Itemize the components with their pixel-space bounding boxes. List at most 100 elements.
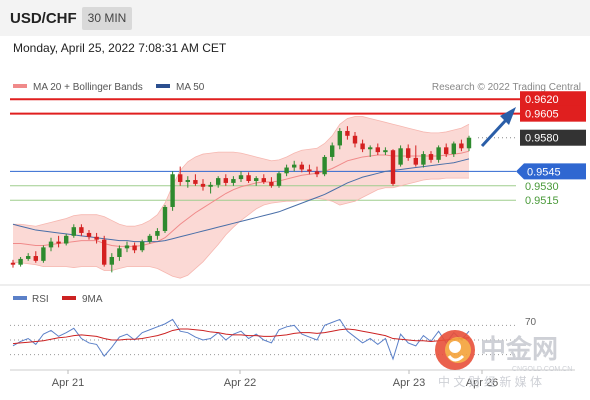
candle xyxy=(185,176,190,188)
candle-body xyxy=(147,235,152,242)
resistance-label: 0.9605 xyxy=(525,109,559,121)
candle-body xyxy=(254,178,259,181)
candle xyxy=(26,253,31,261)
candle-body xyxy=(421,154,426,165)
candle-body xyxy=(330,145,335,157)
candle xyxy=(276,171,282,188)
candle-body xyxy=(71,227,76,236)
resistance-label-box xyxy=(520,91,586,108)
candle-body xyxy=(185,180,190,182)
candle-body xyxy=(398,148,403,165)
candle xyxy=(398,145,403,167)
candle xyxy=(170,171,175,211)
candle-body xyxy=(223,178,228,183)
forecast-arrow-icon xyxy=(480,107,516,148)
candle xyxy=(140,239,145,253)
candle xyxy=(413,145,418,167)
candle-body xyxy=(368,147,373,150)
candle xyxy=(56,235,61,248)
candle xyxy=(117,245,122,261)
candle xyxy=(86,230,92,240)
candle-body xyxy=(390,150,396,184)
candle-body xyxy=(216,178,221,185)
candle-body xyxy=(231,179,236,183)
candle xyxy=(223,174,228,186)
bollinger-lower-line xyxy=(13,177,469,279)
current-price-box xyxy=(520,129,586,146)
candle xyxy=(48,237,54,252)
x-tick-label: Apr 22 xyxy=(224,377,256,389)
x-tick-label: Apr 21 xyxy=(52,377,84,389)
candle-body xyxy=(428,154,434,160)
watermark-url: CNGOLD.COM.CN xyxy=(512,366,572,373)
candle-body xyxy=(292,164,297,168)
candle-body xyxy=(307,169,312,172)
candle-body xyxy=(383,150,388,153)
candle xyxy=(10,259,16,268)
legend-label-rsi: RSI xyxy=(32,294,49,305)
candle xyxy=(132,242,137,254)
level-labels: 0.9620 0.9605 0.9580 0.9545 0.9530 0.9515 xyxy=(516,91,586,207)
candle-body xyxy=(261,178,266,182)
candle xyxy=(421,151,426,168)
candle xyxy=(444,143,449,157)
legend-swatch-rsi xyxy=(13,296,27,300)
candle-body xyxy=(352,135,358,144)
candle-body xyxy=(170,174,175,207)
candle xyxy=(124,241,130,253)
candle-body xyxy=(94,236,99,240)
candle-body xyxy=(64,235,69,244)
candle-body xyxy=(56,241,61,244)
candle xyxy=(459,139,464,152)
candle xyxy=(360,139,365,153)
support-label-box xyxy=(516,163,586,180)
candle-body xyxy=(10,262,16,265)
candle xyxy=(299,161,304,173)
timeframe-button[interactable]: 30 MIN xyxy=(82,7,132,30)
candle xyxy=(178,166,183,186)
symbol-title: USD/CHF xyxy=(10,10,77,27)
candle-body xyxy=(140,241,145,251)
chart-datetime: Monday, April 25, 2022 7:08:31 AM CET xyxy=(13,41,227,55)
x-tick-label: Apr 26 xyxy=(466,377,498,389)
bollinger-band-area xyxy=(13,116,469,279)
target-label: 0.9530 xyxy=(525,181,559,193)
candle-body xyxy=(208,184,213,187)
candle xyxy=(261,174,266,184)
candle-body xyxy=(413,157,418,165)
current-price-label: 0.9580 xyxy=(525,133,559,145)
candle-body xyxy=(79,227,84,233)
price-levels xyxy=(10,98,586,201)
candle-body xyxy=(41,247,46,261)
candle-body xyxy=(337,130,342,146)
cngold-logo-icon xyxy=(435,330,475,370)
candle-body xyxy=(284,167,289,174)
candle xyxy=(330,142,335,161)
candle-body xyxy=(444,147,449,155)
candle-body xyxy=(124,245,130,249)
candle-body xyxy=(132,245,137,251)
candle xyxy=(155,228,160,240)
candle-body xyxy=(406,148,411,158)
legend-label-ma50: MA 50 xyxy=(176,82,205,93)
candle-body xyxy=(246,175,251,181)
candle xyxy=(375,143,380,156)
candle-body xyxy=(451,143,456,155)
legend-label-9ma: 9MA xyxy=(82,294,103,305)
candle xyxy=(147,233,152,244)
candle-body xyxy=(375,147,380,153)
candle xyxy=(246,172,251,183)
candle xyxy=(109,253,114,273)
candle-body xyxy=(322,156,327,175)
candle-body xyxy=(459,143,464,149)
candle-body xyxy=(345,130,350,136)
candle-body xyxy=(117,248,122,257)
candle-body xyxy=(102,239,107,265)
candle xyxy=(162,205,168,233)
legend-swatch-ma50 xyxy=(156,84,170,88)
candle xyxy=(292,160,297,172)
bollinger-upper-line xyxy=(13,116,470,227)
candle xyxy=(337,128,342,150)
candle-body xyxy=(86,232,92,237)
